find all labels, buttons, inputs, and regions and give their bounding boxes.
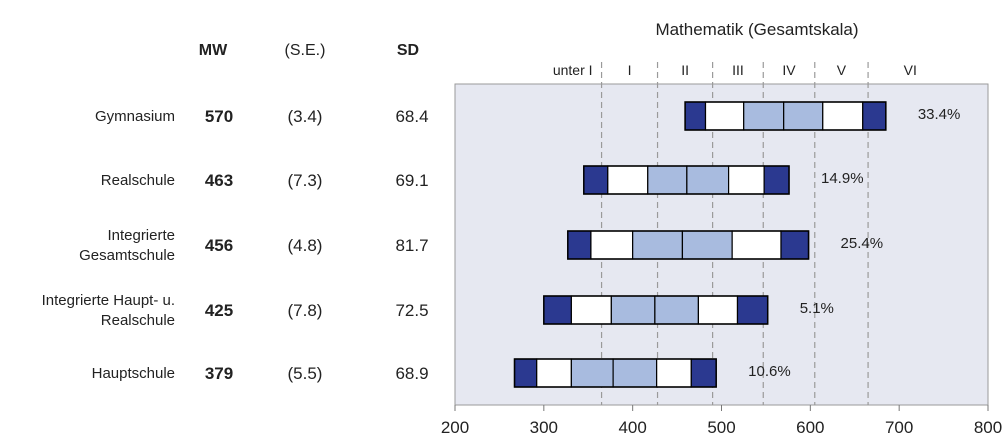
x-tick-label-5: 700 — [885, 418, 913, 437]
row-label: Gesamtschule — [79, 247, 175, 264]
row-label: Realschule — [101, 312, 175, 329]
bar-segment-3 — [783, 101, 824, 131]
bar-segment-1 — [704, 101, 745, 131]
bar-segment-0 — [684, 101, 707, 131]
bar-segment-5 — [690, 358, 717, 388]
bar-segment-1 — [607, 165, 649, 195]
row-label: Integrierte — [107, 227, 175, 244]
bar-segment-0 — [513, 358, 538, 388]
bar-segment-1 — [590, 230, 634, 260]
bar-segment-5 — [780, 230, 810, 260]
bar-segment-4 — [656, 358, 692, 388]
bar-segment-3 — [686, 165, 730, 195]
bar-segment-3 — [612, 358, 658, 388]
row-1: Realschule 463 (7.3) 69.1 14.9% — [101, 165, 864, 195]
school-rows: Gymnasium 570 (3.4) 68.4 33.4% Realschule 463 (… — [42, 101, 961, 388]
bar-segment-5 — [736, 295, 769, 325]
row-sd: 69.1 — [395, 171, 428, 190]
bar-segment-4 — [728, 165, 765, 195]
x-tick-label-2: 400 — [618, 418, 646, 437]
row-share: 10.6% — [748, 363, 791, 380]
bar-segment-0 — [583, 165, 609, 195]
bar-outline — [684, 101, 887, 131]
bar-segment-5 — [763, 165, 790, 195]
row-se: (4.8) — [288, 236, 323, 255]
row-se: (7.8) — [288, 301, 323, 320]
bar-segment-0 — [567, 230, 592, 260]
bar-segment-4 — [822, 101, 864, 131]
bar-outline — [567, 230, 810, 260]
level-label-2: II — [681, 62, 689, 78]
row-label: Integrierte Haupt- u. — [42, 292, 175, 309]
row-share: 14.9% — [821, 170, 864, 187]
bar-segment-1 — [536, 358, 572, 388]
x-tick-label-1: 300 — [530, 418, 558, 437]
row-mw: 570 — [205, 107, 233, 126]
bar-segment-3 — [681, 230, 733, 260]
row-share: 25.4% — [841, 235, 884, 252]
row-2: Integrierte Gesamtschule 456 (4.8) 81.7 25.4% — [79, 227, 883, 264]
bar-segment-0 — [543, 295, 572, 325]
row-4: Hauptschule 379 (5.5) 68.9 10.6% — [92, 358, 791, 388]
header-mw: MW — [199, 42, 228, 59]
row-sd: 68.4 — [395, 107, 428, 126]
row-mw: 379 — [205, 364, 233, 383]
level-label-3: III — [732, 62, 744, 78]
bar-segment-4 — [697, 295, 739, 325]
row-mw: 425 — [205, 301, 233, 320]
row-label: Gymnasium — [95, 108, 175, 125]
x-tick-label-6: 800 — [974, 418, 1002, 437]
row-label: Hauptschule — [92, 365, 175, 382]
bar-segment-1 — [570, 295, 612, 325]
header-se: (S.E.) — [285, 42, 326, 59]
row-mw: 456 — [205, 236, 233, 255]
row-label: Realschule — [101, 172, 175, 189]
row-se: (7.3) — [288, 171, 323, 190]
row-sd: 81.7 — [395, 236, 428, 255]
row-sd: 72.5 — [395, 301, 428, 320]
bar-segment-2 — [743, 101, 785, 131]
row-share: 33.4% — [918, 106, 961, 123]
level-label-1: I — [628, 62, 632, 78]
x-tick-label-0: 200 — [441, 418, 469, 437]
x-axis: 200 300 400 500 600 700 800 — [441, 405, 1002, 437]
row-se: (5.5) — [288, 364, 323, 383]
row-3: Integrierte Haupt- u. Realschule 425 (7.8) 7… — [42, 292, 834, 329]
bar-segment-4 — [731, 230, 782, 260]
row-0: Gymnasium 570 (3.4) 68.4 33.4% — [95, 101, 961, 131]
x-tick-label-3: 500 — [707, 418, 735, 437]
level-label-6: VI — [904, 62, 917, 78]
bar-outline — [513, 358, 717, 388]
level-label-5: V — [837, 62, 847, 78]
row-se: (3.4) — [288, 107, 323, 126]
bar-segment-3 — [654, 295, 700, 325]
header-sd: SD — [397, 42, 419, 59]
bar-segment-2 — [647, 165, 688, 195]
chart-title: Mathematik (Gesamtskala) — [655, 20, 858, 39]
row-mw: 463 — [205, 171, 233, 190]
level-labels: unter I I II III IV V VI — [553, 62, 917, 78]
bar-outline — [543, 295, 769, 325]
level-label-4: IV — [782, 62, 796, 78]
bar-outline — [583, 165, 790, 195]
bar-segment-5 — [862, 101, 887, 131]
level-label-0: unter I — [553, 62, 593, 78]
bar-segment-2 — [632, 230, 684, 260]
bar-segment-2 — [570, 358, 614, 388]
x-tick-label-4: 600 — [796, 418, 824, 437]
bar-segment-2 — [610, 295, 656, 325]
row-sd: 68.9 — [395, 364, 428, 383]
row-share: 5.1% — [800, 300, 834, 317]
